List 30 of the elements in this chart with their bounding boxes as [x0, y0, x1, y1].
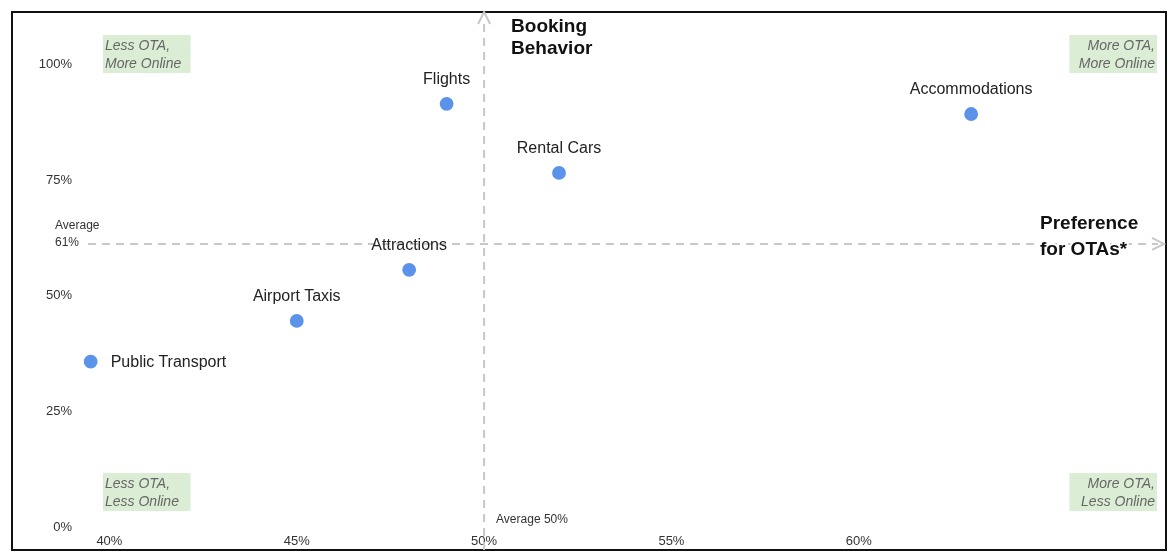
annotation: Airport Taxis	[252, 286, 341, 304]
x-tick-label: 40%	[96, 533, 123, 548]
annotation: Flights	[423, 69, 471, 87]
ref-line-label: Average 50%	[496, 512, 569, 526]
point	[402, 262, 417, 277]
annotation: Less OTA, More Online	[105, 37, 182, 71]
annotation: Attractions	[371, 235, 447, 253]
x-tick-label: 55%	[658, 533, 685, 548]
y-tick-label: 75%	[45, 171, 73, 187]
annotation: Public Transport	[110, 353, 227, 371]
point	[964, 107, 979, 121]
annotation: Accommodations	[909, 80, 1033, 98]
y-tick-label: 25%	[45, 403, 73, 419]
x-axis-title: Preference for OTAs*	[1040, 212, 1139, 259]
annotation: Rental Cars	[516, 138, 602, 156]
annotation: More OTA, More Online	[1078, 37, 1156, 71]
y-tick-label: 50%	[45, 287, 73, 303]
x-tick-label: 60%	[845, 533, 873, 548]
annotation: Less OTA, Less Online	[105, 475, 180, 509]
point	[552, 166, 566, 180]
y-tick-label: 100%	[38, 55, 73, 71]
annotation: More OTA, Less Online	[1081, 475, 1156, 509]
point	[289, 313, 304, 328]
y-tick-label: 0%	[53, 519, 73, 535]
ref-line-label: Average 61%	[55, 217, 100, 249]
point	[439, 96, 454, 111]
y-axis-title: Booking Behavior	[511, 15, 593, 58]
x-tick-label: 45%	[283, 533, 311, 548]
point	[83, 354, 98, 369]
x-tick-label: 50%	[471, 533, 498, 548]
